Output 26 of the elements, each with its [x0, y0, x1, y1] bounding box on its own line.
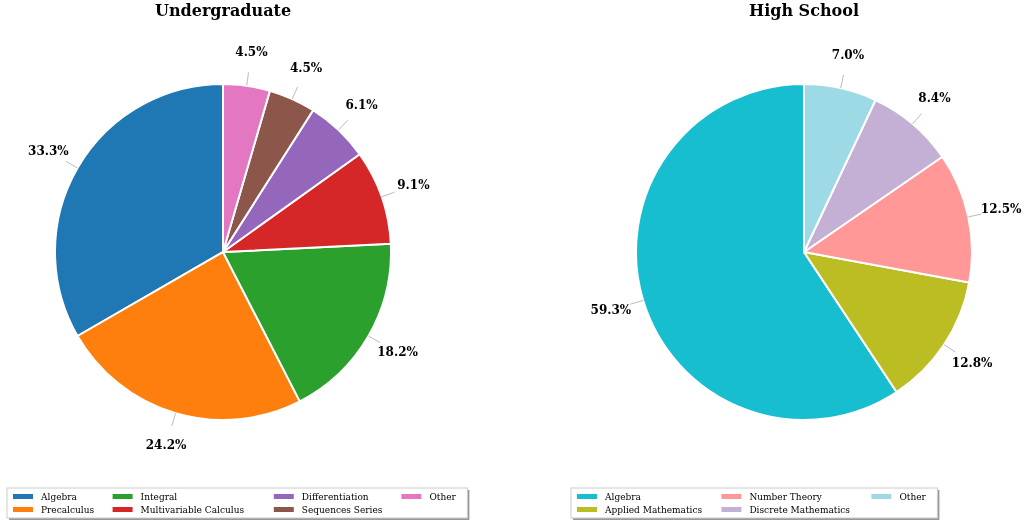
- legend-label: Differentiation: [301, 491, 369, 502]
- legend-label: Sequences Series: [301, 504, 383, 515]
- legend-label: Discrete Mathematics: [749, 504, 851, 515]
- data-label: 6.1%: [345, 98, 379, 113]
- data-label: 24.2%: [145, 437, 187, 452]
- data-label: 18.2%: [377, 345, 419, 360]
- chart-title: High School: [749, 1, 859, 20]
- legend-label: Other: [429, 491, 457, 502]
- legend-label: Precalculus: [41, 504, 95, 515]
- data-label: 33.3%: [28, 143, 70, 158]
- data-label: 9.1%: [397, 178, 431, 193]
- data-label: 12.5%: [980, 202, 1023, 217]
- legend-label: Number Theory: [749, 491, 823, 502]
- data-label: 12.8%: [951, 355, 994, 370]
- data-label: 8.4%: [918, 90, 952, 105]
- legend-label: Algebra: [604, 491, 642, 502]
- chart-title: Undergraduate: [154, 1, 292, 20]
- legend-label: Applied Mathematics: [604, 504, 703, 515]
- data-label: 7.0%: [831, 47, 865, 62]
- legend-label: Other: [899, 491, 927, 502]
- legend-label: Integral: [140, 491, 178, 502]
- legend-label: Algebra: [40, 491, 78, 502]
- data-label: 4.5%: [289, 60, 323, 75]
- data-label: 4.5%: [235, 44, 269, 59]
- data-label: 59.3%: [590, 302, 632, 317]
- legend-label: Multivariable Calculus: [140, 504, 245, 515]
